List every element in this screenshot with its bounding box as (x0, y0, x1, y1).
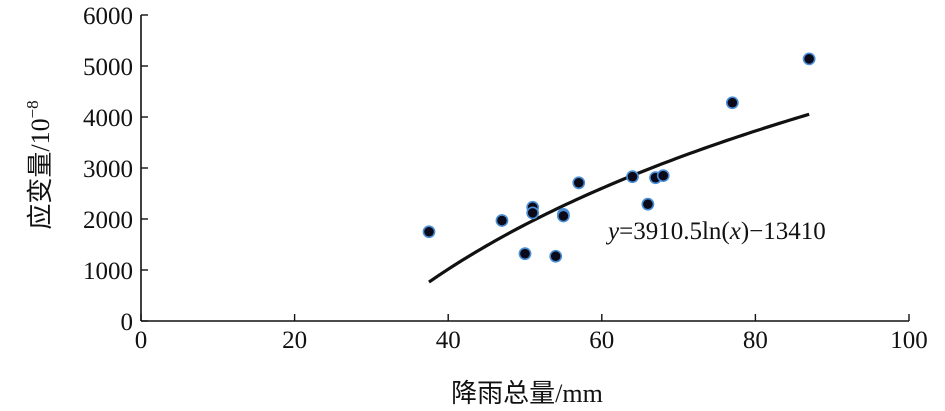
x-axis-label: 降雨总量/mm (451, 379, 603, 408)
data-point (518, 247, 532, 261)
y-tick-label: 4000 (83, 105, 133, 132)
x-tick-label: 80 (743, 327, 768, 354)
data-point (572, 176, 586, 190)
data-point (656, 169, 670, 183)
y-axis-label: 应变量/10−8 (23, 100, 55, 229)
y-tick-label: 1000 (83, 258, 133, 285)
y-axis-label-base: 应变量/10 (26, 118, 55, 229)
data-point (641, 197, 655, 211)
equation-x: x (729, 218, 741, 245)
y-axis-label-exponent: −8 (23, 100, 42, 118)
data-point (495, 214, 509, 227)
x-tick-label: 40 (436, 327, 461, 354)
y-tick-label: 0 (121, 309, 134, 336)
x-tick-label: 100 (890, 327, 928, 354)
axes (140, 15, 909, 322)
x-tick-label: 60 (589, 327, 614, 354)
data-point (725, 96, 739, 110)
data-point (422, 225, 436, 239)
data-point (626, 170, 639, 184)
y-tick-label: 6000 (83, 3, 133, 30)
x-tick-label: 20 (282, 327, 307, 354)
data-point (557, 209, 570, 223)
data-point (802, 52, 816, 66)
data-points (422, 52, 816, 263)
fit-curve (428, 112, 810, 284)
y-tick-label: 3000 (83, 156, 133, 183)
equation-y: y (605, 218, 620, 245)
y-tick-label: 5000 (83, 54, 133, 81)
fit-equation: y=3910.5ln(x)−13410 (605, 218, 826, 245)
equation-equals: =3910.5ln( (619, 218, 730, 245)
data-point (526, 206, 540, 220)
equation-rest: )−13410 (741, 218, 826, 245)
data-point (549, 249, 563, 263)
y-tick-label: 2000 (83, 207, 133, 234)
x-tick-label: 0 (135, 327, 148, 354)
